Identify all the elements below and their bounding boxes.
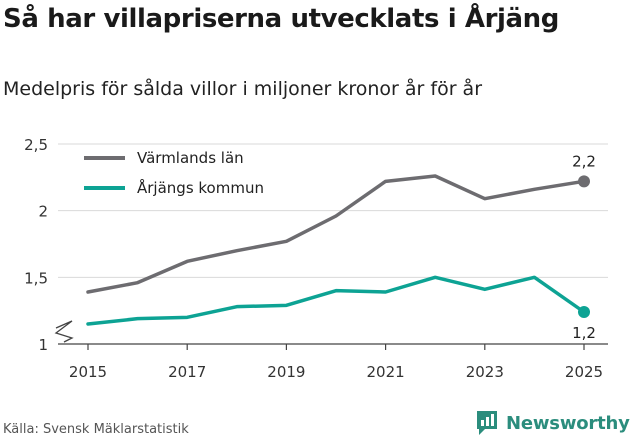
newsworthy-chart-icon — [477, 411, 497, 435]
newsworthy-logo: Newsworthy — [475, 408, 630, 438]
legend-label: Värmlands län — [137, 149, 244, 167]
chart-subtitle: Medelpris för sålda villor i miljoner kr… — [3, 78, 483, 100]
series-end-point — [578, 306, 590, 318]
y-tick-label: 1,5 — [24, 269, 48, 287]
x-tick-label: 2021 — [367, 363, 405, 381]
series-line-varmland — [86, 174, 586, 294]
x-tick-label: 2023 — [466, 363, 504, 381]
x-tick-label: 2019 — [267, 363, 305, 381]
x-tick-label: 2015 — [69, 363, 107, 381]
x-tick-label: 2017 — [168, 363, 206, 381]
y-tick-label: 2 — [38, 203, 48, 221]
brand-name: Newsworthy — [506, 412, 630, 434]
legend-label: Årjängs kommun — [137, 178, 264, 197]
end-value-label: 2,2 — [572, 152, 596, 170]
series-end-point — [578, 175, 590, 188]
axis-break-mark — [54, 320, 74, 343]
source-note: Källa: Svensk Mäklarstatistik — [3, 422, 189, 437]
end-value-label: 1,2 — [572, 324, 596, 342]
series-line-arjang — [86, 275, 586, 326]
chart-title: Så har villapriserna utvecklats i Årjäng — [3, 4, 559, 34]
y-tick-label: 2,5 — [24, 136, 48, 154]
x-tick-label: 2025 — [565, 363, 603, 381]
y-tick-label: 1 — [38, 336, 48, 354]
